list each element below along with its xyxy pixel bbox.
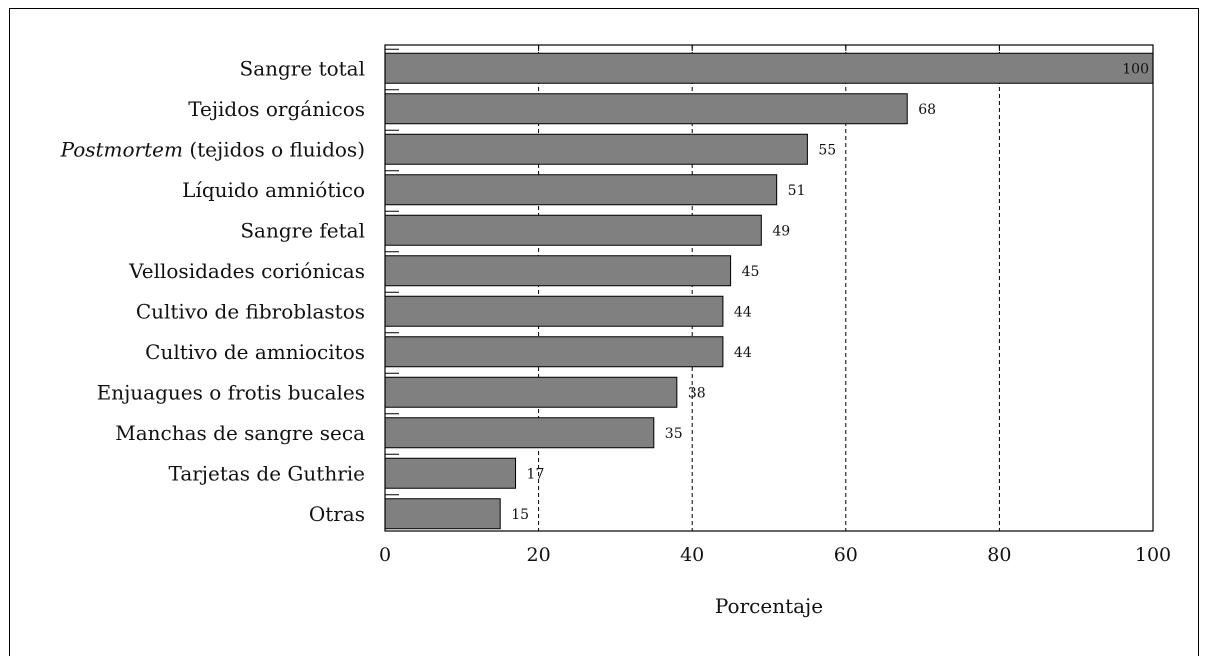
x-axis-title: Porcentaje (715, 594, 823, 618)
value-label: 68 (918, 102, 936, 118)
bar (384, 417, 655, 449)
x-axis-ticks: 0 20 40 60 80 100 (379, 544, 1171, 566)
category-label: Vellosidades coriónicas (128, 259, 365, 283)
x-tick-label: 60 (834, 544, 858, 566)
value-label: 44 (734, 304, 752, 320)
value-label: 49 (772, 223, 790, 239)
value-label: 100 (1122, 61, 1149, 77)
bar (384, 376, 678, 408)
bar (384, 174, 778, 206)
value-labels: 100 68 55 51 49 45 44 44 38 35 17 15 (511, 61, 1149, 523)
category-label: Cultivo de amniocitos (145, 340, 365, 364)
value-label: 44 (734, 345, 752, 361)
bar (384, 133, 808, 165)
category-label: Sangre total (240, 56, 366, 80)
category-label: Líquido amniótico (182, 178, 365, 202)
figure-frame (9, 8, 1199, 656)
value-label: 55 (818, 142, 836, 158)
category-label: Enjuagues o frotis bucales (97, 380, 365, 404)
x-tick-label: 100 (1135, 544, 1171, 566)
bar (384, 93, 908, 125)
bars (384, 48, 1154, 530)
plot-area (384, 44, 1154, 532)
category-label: Tejidos orgánicos (188, 97, 365, 121)
x-tick-label: 0 (379, 544, 391, 566)
value-label: 38 (688, 385, 706, 401)
category-label: Manchas de sangre seca (115, 421, 365, 445)
x-tick-label: 40 (680, 544, 704, 566)
x-tick-label: 80 (987, 544, 1011, 566)
category-label: Postmortem (tejidos o fluidos) (60, 137, 365, 161)
bar (384, 457, 517, 489)
value-label: 15 (511, 507, 529, 523)
value-label: 17 (527, 466, 545, 482)
category-label: Tarjetas de Guthrie (169, 461, 365, 485)
value-label: 45 (742, 264, 760, 280)
bar (384, 336, 724, 368)
bar (384, 52, 1154, 84)
x-tick-label: 20 (527, 544, 551, 566)
category-label: Cultivo de fibroblastos (136, 299, 365, 323)
bar (384, 255, 732, 287)
plot-border (384, 44, 1154, 532)
bar (384, 498, 501, 530)
category-label: Sangre fetal (240, 218, 365, 242)
bar (384, 295, 724, 327)
value-label: 51 (788, 183, 806, 199)
category-labels: Sangre total Tejidos orgánicos Postmortem … (60, 56, 366, 526)
value-label: 35 (665, 426, 683, 442)
category-label: Otras (309, 502, 365, 526)
bar (384, 214, 762, 246)
